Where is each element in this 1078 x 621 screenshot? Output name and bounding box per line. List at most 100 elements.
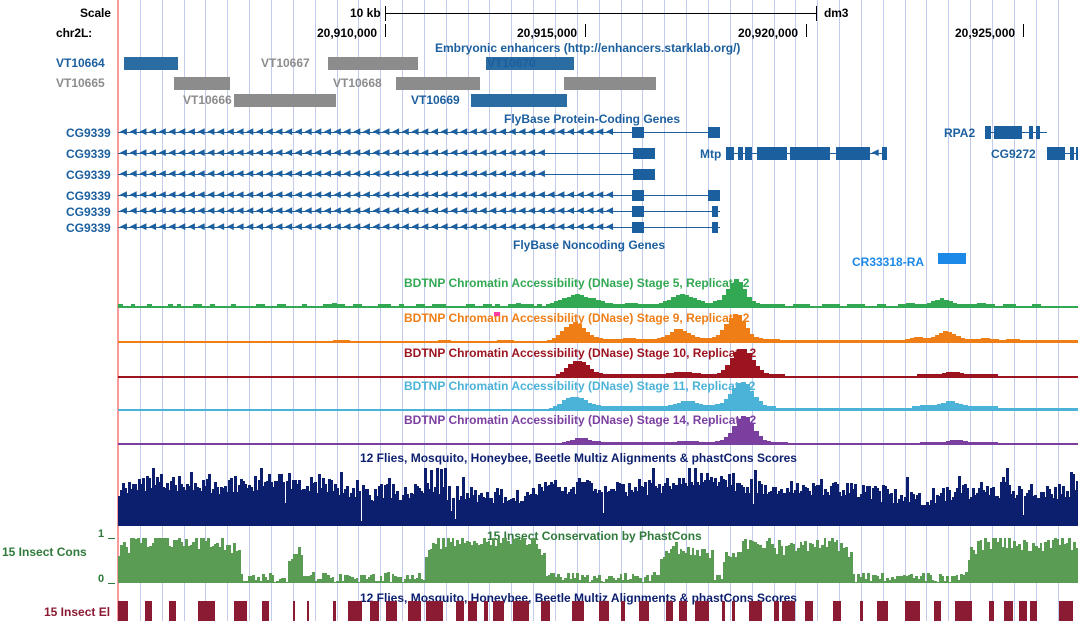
conserved-element-block[interactable] <box>934 601 941 621</box>
gene-exon[interactable] <box>1036 126 1040 139</box>
conserved-element-block[interactable] <box>955 601 972 621</box>
multiz-phastcons-wiggle <box>118 468 1078 526</box>
gene-label[interactable]: CG9339 <box>66 189 111 203</box>
strand-arrow-icon: ◀◀◀◀◀◀◀◀◀◀◀◀◀◀◀◀◀◀◀◀◀◀◀◀◀◀◀◀◀◀◀◀◀◀◀◀◀◀◀◀… <box>120 128 616 137</box>
conserved-element-block[interactable] <box>782 601 795 621</box>
enhancer-block[interactable] <box>486 57 574 70</box>
enhancer-label: VT10668 <box>333 76 382 90</box>
gene-exon[interactable] <box>726 147 734 160</box>
gene-exon[interactable] <box>632 206 644 217</box>
conserved-element-block[interactable] <box>1030 601 1037 621</box>
gene-exon[interactable] <box>985 126 991 139</box>
gene-exon[interactable] <box>632 127 644 138</box>
conserved-element-block[interactable] <box>348 601 362 621</box>
conserved-element-block[interactable] <box>621 601 625 621</box>
noncoding-gene-label[interactable]: CR33318-RA <box>852 255 925 269</box>
enhancer-block[interactable] <box>328 57 418 70</box>
conserved-element-block[interactable] <box>426 601 443 621</box>
gene-exon[interactable] <box>633 148 655 159</box>
gene-exon[interactable] <box>712 206 718 217</box>
conserved-element-block[interactable] <box>386 601 397 621</box>
conserved-element-block[interactable] <box>989 601 994 621</box>
noncoding-gene-exon[interactable] <box>938 253 966 264</box>
conserved-element-block[interactable] <box>722 601 725 621</box>
insect-cons-side-label: 15 Insect Cons <box>2 545 87 559</box>
conserved-element-block[interactable] <box>877 601 888 621</box>
dnase-baseline <box>118 307 1078 308</box>
gene-label[interactable]: CG9339 <box>66 205 111 219</box>
conserved-element-block[interactable] <box>541 601 550 621</box>
conserved-element-block[interactable] <box>145 601 152 621</box>
conserved-element-block[interactable] <box>833 601 841 621</box>
conserved-element-block[interactable] <box>732 601 735 621</box>
gene-exon[interactable] <box>836 147 870 160</box>
conserved-element-block[interactable] <box>679 601 687 621</box>
gene-exon[interactable] <box>994 126 1022 139</box>
strand-arrow-icon: ◀◀◀◀◀◀◀◀◀◀◀◀◀◀◀◀◀◀◀◀◀◀◀◀◀◀◀◀◀◀◀◀◀◀◀◀◀◀◀◀… <box>120 149 548 158</box>
conserved-element-block[interactable] <box>905 601 920 621</box>
gene-label[interactable]: CG9339 <box>66 168 111 182</box>
conserved-element-block[interactable] <box>805 601 813 621</box>
gene-exon[interactable] <box>1029 126 1033 139</box>
enhancer-block[interactable] <box>471 94 567 107</box>
gene-exon[interactable] <box>1076 147 1078 160</box>
conserved-element-block[interactable] <box>468 601 477 621</box>
conserved-element-block[interactable] <box>293 601 295 621</box>
conserved-element-block[interactable] <box>1059 601 1073 621</box>
dnase-track-title: BDTNP Chromatin Accessibility (DNase) St… <box>404 311 750 325</box>
enhancer-block[interactable] <box>234 94 336 107</box>
enhancer-block[interactable] <box>564 77 656 90</box>
ruler-tick-mark-2 <box>806 24 807 37</box>
conserved-element-block[interactable] <box>513 601 529 621</box>
conserved-element-block[interactable] <box>749 601 762 621</box>
gene-exon[interactable] <box>1047 147 1065 160</box>
gene-label[interactable]: CG9339 <box>66 126 111 140</box>
gene-label[interactable]: CG9272 <box>991 147 1036 161</box>
gene-exon[interactable] <box>745 147 752 160</box>
gene-label[interactable]: CG9339 <box>66 221 111 235</box>
conserved-element-block[interactable] <box>262 601 269 621</box>
conserved-element-block[interactable] <box>493 601 504 621</box>
gene-exon[interactable] <box>1070 147 1074 160</box>
conserved-element-block[interactable] <box>456 601 464 621</box>
conserved-element-block[interactable] <box>1004 601 1013 621</box>
gene-exon[interactable] <box>790 147 830 160</box>
conserved-element-block[interactable] <box>860 601 863 621</box>
conserved-element-block[interactable] <box>695 601 709 621</box>
conserved-element-block[interactable] <box>484 601 488 621</box>
conserved-element-block[interactable] <box>572 601 584 621</box>
gene-exon[interactable] <box>712 222 718 233</box>
conserved-element-block[interactable] <box>1019 601 1027 621</box>
conserved-element-block[interactable] <box>307 601 309 621</box>
conserved-element-block[interactable] <box>333 601 336 621</box>
gene-exon[interactable] <box>632 190 644 201</box>
enhancer-block[interactable] <box>174 77 230 90</box>
gene-label[interactable]: CG9339 <box>66 147 111 161</box>
gene-exon[interactable] <box>757 147 787 160</box>
gene-exon[interactable] <box>708 127 720 138</box>
conserved-element-block[interactable] <box>169 601 176 621</box>
conserved-element-block[interactable] <box>666 601 673 621</box>
conserved-element-block[interactable] <box>198 601 215 621</box>
enhancer-block[interactable] <box>396 77 480 90</box>
gene-exon[interactable] <box>882 147 887 160</box>
conserved-element-block[interactable] <box>774 601 779 621</box>
conserved-element-block[interactable] <box>370 601 379 621</box>
gene-exon[interactable] <box>632 222 644 233</box>
insect-elements-side-label: 15 Insect El <box>44 605 111 619</box>
enhancer-block[interactable] <box>124 57 178 70</box>
enhancers-track-title: Embryonic enhancers (http://enhancers.st… <box>435 41 741 55</box>
conserved-element-block[interactable] <box>118 601 128 621</box>
conserved-element-block[interactable] <box>639 601 649 621</box>
gene-label[interactable]: Mtp <box>700 147 722 161</box>
gene-exon[interactable] <box>708 190 720 201</box>
conserved-element-block[interactable] <box>599 601 609 621</box>
enhancer-label: VT10664 <box>56 56 105 70</box>
conserved-element-block[interactable] <box>408 601 421 621</box>
strand-arrow-icon: ◀◀◀◀◀◀◀◀◀◀◀◀◀◀◀◀◀◀◀◀◀◀◀◀◀◀◀◀◀◀◀◀◀◀◀◀◀◀◀◀… <box>120 223 616 232</box>
gene-exon[interactable] <box>633 169 655 180</box>
conserved-element-block[interactable] <box>234 601 247 621</box>
gene-label[interactable]: RPA2 <box>944 126 976 140</box>
gene-exon[interactable] <box>738 147 743 160</box>
